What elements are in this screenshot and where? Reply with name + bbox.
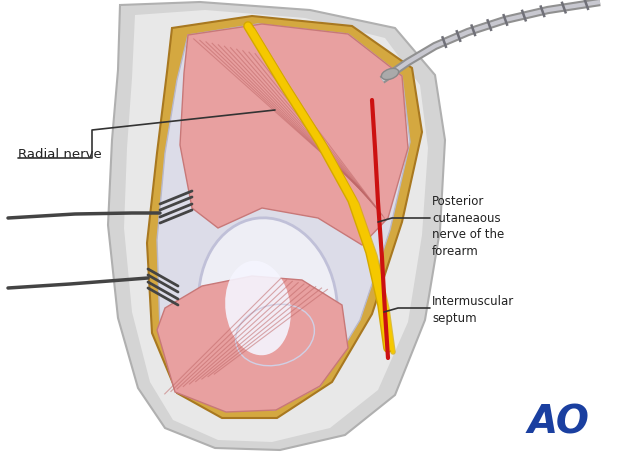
Polygon shape (157, 276, 348, 412)
Polygon shape (124, 10, 428, 442)
Ellipse shape (381, 68, 399, 79)
Text: Radial nerve: Radial nerve (18, 148, 102, 161)
Polygon shape (157, 24, 410, 410)
Text: AO: AO (527, 403, 589, 441)
Text: Posterior
cutaneaous
nerve of the
forearm: Posterior cutaneaous nerve of the forear… (432, 195, 504, 257)
Ellipse shape (225, 261, 291, 355)
Ellipse shape (198, 218, 337, 392)
Polygon shape (108, 2, 445, 450)
Text: Intermuscular
septum: Intermuscular septum (432, 295, 514, 325)
Polygon shape (147, 16, 422, 418)
Polygon shape (180, 24, 408, 245)
